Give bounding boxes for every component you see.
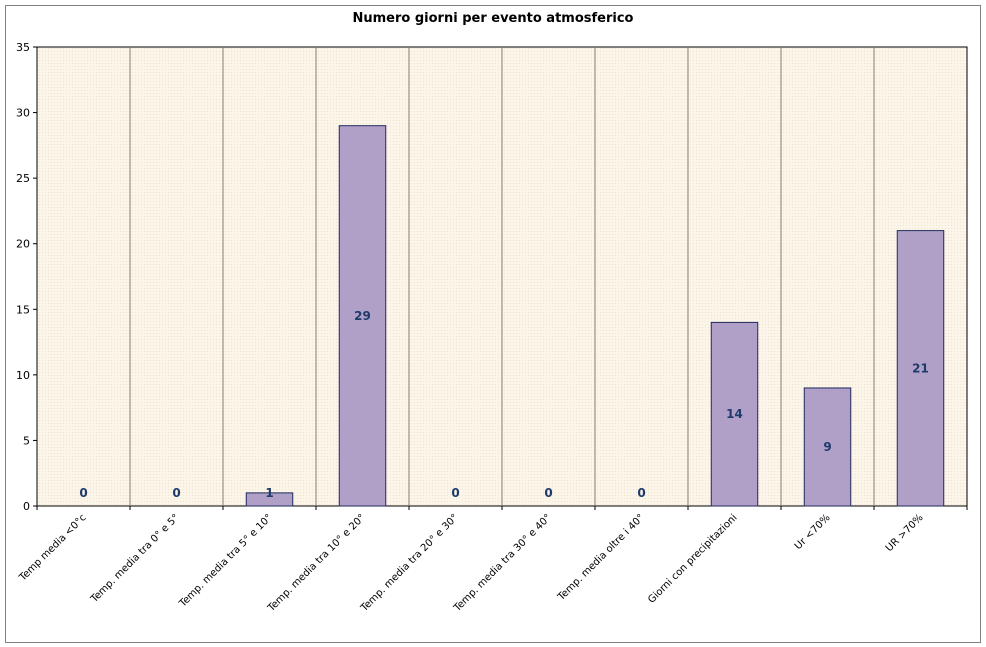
bar[interactable] — [710, 321, 759, 507]
y-tick-label: 35 — [16, 41, 30, 54]
data-label: 0 — [172, 486, 180, 500]
data-label: 29 — [354, 309, 371, 323]
y-tick-label: 30 — [16, 107, 30, 120]
bar[interactable] — [245, 492, 294, 507]
data-label: 0 — [544, 486, 552, 500]
category-label: UR >70% — [884, 512, 926, 554]
data-label: 0 — [79, 486, 87, 500]
data-label: 9 — [823, 440, 831, 454]
y-tick-label: 5 — [23, 434, 30, 447]
category-label: Temp. media tra 5° e 10° — [177, 512, 275, 610]
category-label: Temp. media tra 20° e 30° — [358, 512, 460, 614]
category-label: Giorni con precipitazioni — [646, 512, 739, 605]
data-label: 0 — [451, 486, 459, 500]
y-tick-label: 10 — [16, 369, 30, 382]
data-label: 14 — [726, 407, 743, 421]
bar[interactable] — [803, 387, 852, 507]
category-label: Temp. media tra 30° e 40° — [451, 512, 553, 614]
category-label: Temp. media oltre i 40° — [555, 512, 646, 603]
y-tick-label: 25 — [16, 172, 30, 185]
category-label: Temp. media tra 10° e 20° — [265, 512, 367, 614]
chart-title: Numero giorni per evento atmosferico — [352, 11, 634, 26]
y-tick-label: 20 — [16, 238, 30, 251]
category-label: Temp media <0°c — [17, 512, 89, 584]
y-tick-label: 15 — [16, 303, 30, 316]
category-label: Ur <70% — [793, 512, 833, 552]
bar[interactable] — [896, 230, 945, 507]
data-label: 1 — [265, 486, 273, 500]
category-label: Temp. media tra 0° e 5° — [88, 512, 181, 605]
bar[interactable] — [338, 125, 387, 507]
data-label: 21 — [912, 361, 929, 375]
data-label: 0 — [637, 486, 645, 500]
y-tick-label: 0 — [23, 500, 30, 513]
